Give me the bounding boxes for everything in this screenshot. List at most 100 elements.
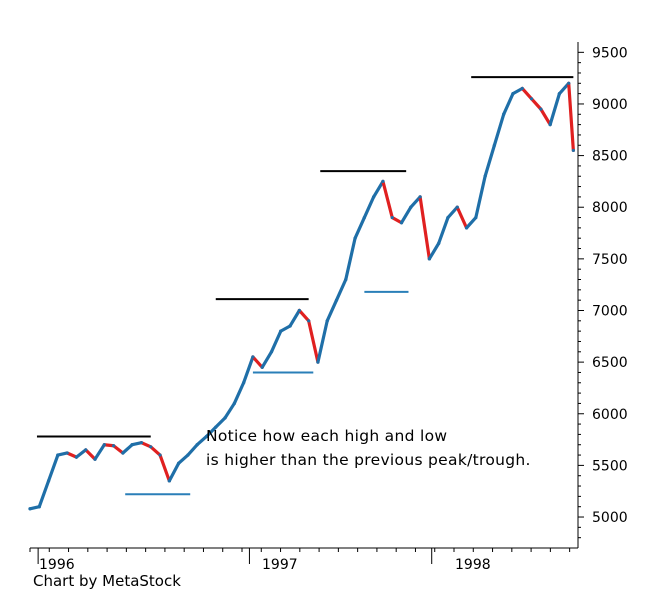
series-point [409, 205, 413, 209]
series-segment [111, 444, 125, 455]
series-segment [492, 112, 506, 147]
series-segment [455, 205, 469, 230]
series-point [84, 448, 88, 452]
series-point [121, 451, 125, 455]
series-point [529, 97, 534, 101]
series-segment [251, 355, 264, 369]
series-segment [520, 86, 534, 101]
y-tick-label: 5000 [592, 510, 628, 526]
series-segment [269, 329, 283, 354]
series-point [149, 445, 153, 449]
series-segment [288, 308, 301, 328]
series-point [242, 381, 246, 385]
series-point [158, 453, 162, 457]
y-tick-label: 6500 [592, 355, 628, 371]
series-point [548, 123, 552, 127]
series-segment [158, 453, 171, 483]
x-tick-label-1996: 1996 [39, 557, 75, 573]
series-segment [316, 319, 329, 364]
y-tick-label: 8000 [592, 200, 628, 216]
annotation-line-2: is higher than the previous peak/trough. [206, 451, 531, 469]
series-point [46, 479, 51, 483]
series-point [571, 148, 575, 153]
series-point [567, 81, 571, 85]
annotation-line-1: Notice how each high and low [206, 427, 447, 445]
series-segment [502, 92, 515, 116]
series-point [65, 451, 69, 455]
series-point [186, 453, 190, 457]
x-tick-label-1998: 1998 [455, 557, 491, 573]
series-point [28, 507, 32, 511]
series-segment [307, 319, 320, 364]
series-point [325, 319, 329, 323]
series-segment [297, 308, 311, 323]
series-segment [46, 453, 60, 483]
series-point [204, 434, 209, 439]
series-segment [353, 215, 366, 240]
series-segment [139, 441, 153, 449]
series-point [279, 329, 283, 333]
y-tick-label: 7500 [592, 252, 628, 268]
series-segment [529, 97, 543, 111]
series-segment [464, 215, 478, 230]
series-point [111, 444, 116, 448]
series-point [307, 319, 311, 323]
series-segment [74, 448, 88, 459]
series-segment [37, 479, 51, 509]
series-point [167, 479, 171, 483]
series-point [232, 401, 236, 406]
series-point [464, 226, 469, 230]
y-tick-label: 7000 [592, 303, 628, 319]
series-point [334, 298, 339, 302]
series-point [418, 195, 422, 199]
series-segment [446, 205, 459, 220]
series-point [344, 277, 348, 282]
series-segment [437, 215, 450, 245]
series-point [437, 241, 441, 245]
series-point [251, 355, 255, 359]
series-segment [214, 416, 227, 429]
chart-credit: Chart by MetaStock [33, 572, 181, 590]
series-point [130, 443, 134, 447]
series-point [139, 441, 144, 445]
series-segment [539, 107, 552, 127]
series-segment [399, 205, 413, 225]
trend-levels [36, 76, 574, 496]
series-segment [204, 425, 218, 439]
series-point [399, 221, 404, 225]
axes: 5000 5500 6000 6500 7000 7500 8000 8500 9000 9500 [29, 42, 628, 564]
series-point [297, 308, 301, 313]
series-point [492, 143, 497, 147]
series-point [362, 215, 366, 220]
series-point [56, 453, 60, 457]
series-point [223, 416, 227, 420]
y-tick-label: 9500 [592, 45, 628, 61]
series-point [102, 443, 106, 447]
series-segment [362, 195, 376, 220]
series-segment [325, 298, 339, 323]
series-segment [84, 448, 97, 461]
series-segment [557, 81, 571, 96]
series-point [502, 112, 506, 116]
series-segment [177, 453, 190, 465]
series-segment [121, 443, 134, 455]
series-segment [344, 236, 357, 282]
series-segment [390, 215, 404, 225]
series-segment [232, 381, 246, 406]
y-tick-label: 8500 [592, 149, 628, 165]
series-point [177, 461, 181, 465]
y-tick-label: 5500 [592, 458, 628, 474]
series-segment [260, 350, 274, 369]
series-point [37, 505, 41, 509]
series-point [539, 107, 543, 111]
series-segment [242, 355, 255, 385]
series-segment [474, 174, 487, 220]
series-segment [223, 401, 236, 420]
series-point [372, 195, 376, 199]
series-point [455, 205, 459, 209]
series-segment [567, 81, 575, 153]
series-point [269, 350, 274, 354]
series-point [93, 457, 97, 461]
